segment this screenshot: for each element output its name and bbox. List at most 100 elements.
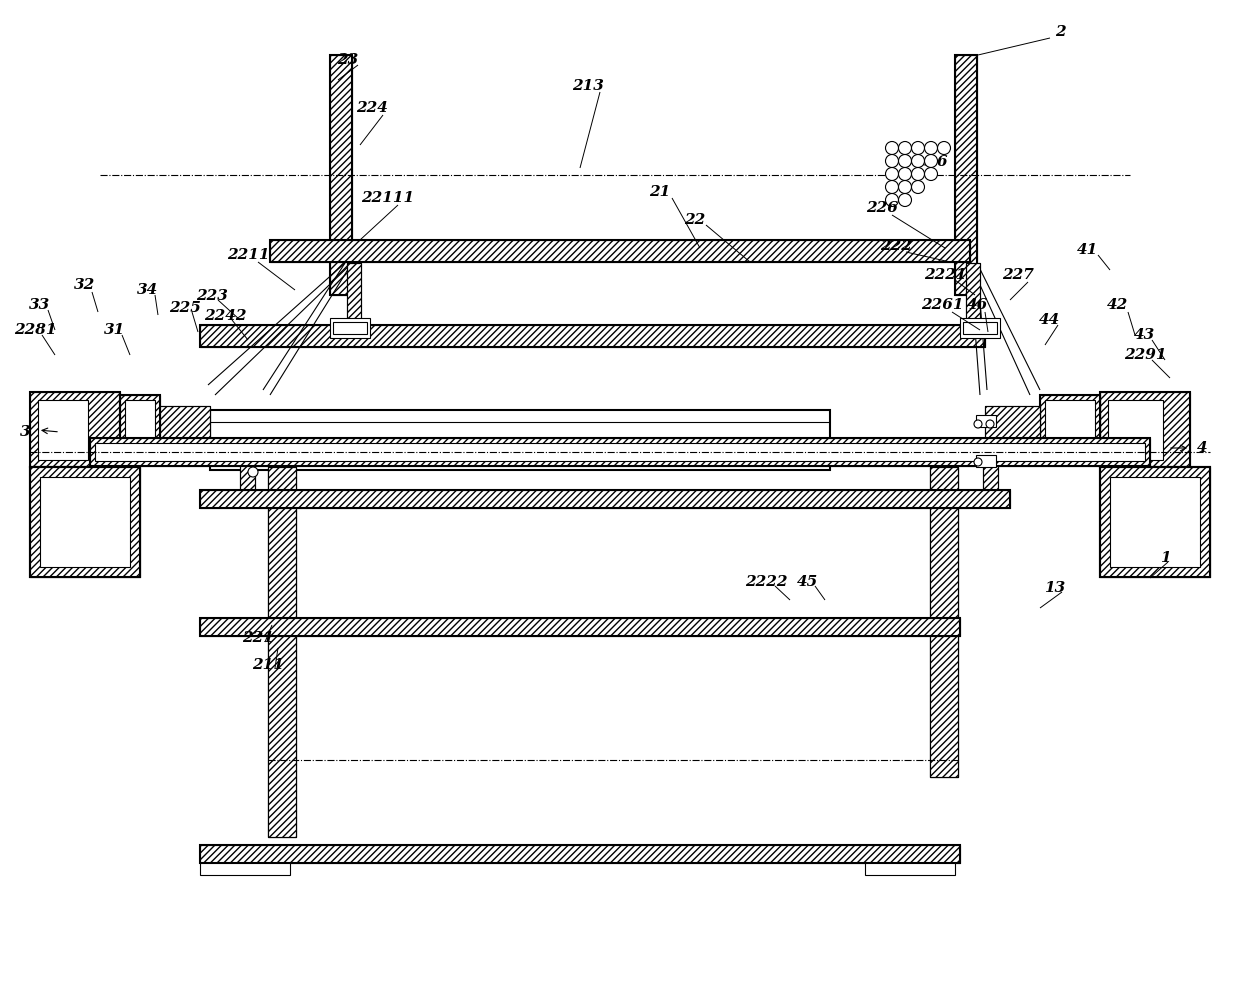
Bar <box>241 460 255 490</box>
Text: 42: 42 <box>1107 298 1128 312</box>
Circle shape <box>925 167 937 180</box>
Bar <box>985 406 1040 461</box>
Text: 44: 44 <box>1039 313 1060 327</box>
Bar <box>347 263 361 328</box>
Circle shape <box>925 154 937 167</box>
Circle shape <box>973 458 982 466</box>
Circle shape <box>885 180 899 193</box>
Circle shape <box>885 193 899 206</box>
Bar <box>983 460 998 490</box>
Bar <box>330 55 352 295</box>
Circle shape <box>911 180 925 193</box>
Bar <box>955 55 977 295</box>
Bar <box>160 406 210 461</box>
Bar <box>200 863 290 875</box>
Text: 33: 33 <box>30 298 51 312</box>
Bar <box>30 467 140 577</box>
Bar <box>95 443 1145 461</box>
Bar <box>983 460 998 490</box>
Bar <box>91 438 1149 466</box>
Bar <box>1100 392 1190 467</box>
Bar <box>200 325 985 347</box>
Bar <box>963 322 997 334</box>
Text: 3: 3 <box>20 425 30 439</box>
Text: 2242: 2242 <box>203 309 247 323</box>
Bar <box>866 863 955 875</box>
Bar <box>955 55 977 295</box>
Text: 221: 221 <box>242 631 274 645</box>
Bar <box>330 55 352 295</box>
Text: 22: 22 <box>684 213 706 227</box>
Bar <box>270 240 970 262</box>
Circle shape <box>248 467 258 477</box>
Bar <box>1100 467 1210 577</box>
Text: 226: 226 <box>866 201 898 215</box>
Bar <box>930 467 959 777</box>
Text: 46: 46 <box>967 298 988 312</box>
Bar <box>200 618 960 636</box>
Text: 2: 2 <box>1055 25 1065 39</box>
Text: 21: 21 <box>650 185 671 199</box>
Circle shape <box>885 141 899 154</box>
Text: 22111: 22111 <box>361 191 414 205</box>
Text: 211: 211 <box>252 658 284 672</box>
Text: 1: 1 <box>1159 551 1171 565</box>
Text: 34: 34 <box>138 283 159 297</box>
Bar <box>30 467 140 577</box>
Bar <box>200 490 1011 508</box>
Bar <box>976 415 996 427</box>
Text: 2211: 2211 <box>227 248 269 262</box>
Bar <box>966 263 980 328</box>
Bar <box>1040 395 1100 463</box>
Bar <box>30 467 140 577</box>
Bar <box>985 406 1040 461</box>
Bar <box>30 392 120 467</box>
Bar <box>268 467 296 837</box>
Bar <box>1100 392 1190 467</box>
Text: 45: 45 <box>797 575 818 589</box>
Bar <box>1109 400 1163 460</box>
Bar <box>200 845 960 863</box>
Bar <box>241 460 255 490</box>
Bar <box>120 395 160 463</box>
Text: 213: 213 <box>572 79 604 93</box>
Bar <box>930 467 959 777</box>
Text: 224: 224 <box>356 101 388 115</box>
Bar <box>200 845 960 863</box>
Circle shape <box>911 167 925 180</box>
Bar <box>160 406 210 461</box>
Bar <box>966 263 980 328</box>
Text: 23: 23 <box>337 53 358 67</box>
Bar <box>1100 467 1210 577</box>
Bar <box>120 395 160 463</box>
Text: 2222: 2222 <box>745 575 787 589</box>
Text: 2291: 2291 <box>1123 348 1167 362</box>
Circle shape <box>911 141 925 154</box>
Bar <box>930 467 959 777</box>
Text: 4: 4 <box>1197 441 1208 455</box>
Text: 43: 43 <box>1135 328 1156 342</box>
Text: 227: 227 <box>1002 268 1034 282</box>
Circle shape <box>986 420 994 428</box>
Bar <box>200 618 960 636</box>
Circle shape <box>899 180 911 193</box>
Bar <box>125 400 155 458</box>
Text: 31: 31 <box>104 323 125 337</box>
Bar <box>40 477 130 567</box>
Circle shape <box>885 154 899 167</box>
Bar <box>200 490 1011 508</box>
Circle shape <box>885 167 899 180</box>
Bar <box>38 400 88 460</box>
Circle shape <box>899 141 911 154</box>
Bar <box>1045 400 1095 458</box>
Text: 2281: 2281 <box>14 323 56 337</box>
Bar <box>976 455 996 467</box>
Circle shape <box>973 420 982 428</box>
Bar <box>1110 477 1200 567</box>
Bar <box>330 318 370 338</box>
Bar <box>268 467 296 837</box>
Text: 225: 225 <box>169 301 201 315</box>
Circle shape <box>899 193 911 206</box>
Bar <box>347 263 361 328</box>
Bar <box>30 392 120 467</box>
